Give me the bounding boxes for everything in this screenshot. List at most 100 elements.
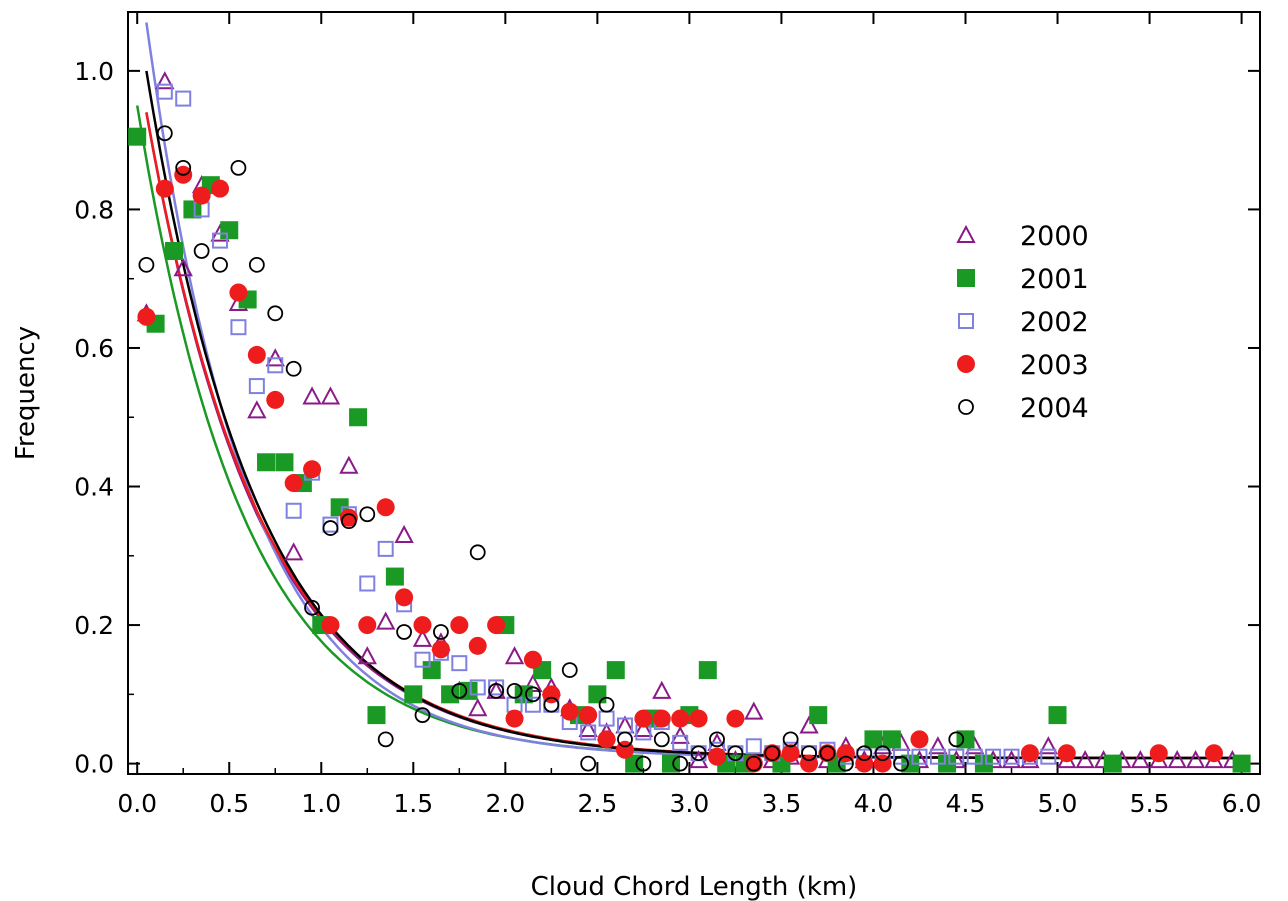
point-2004: [819, 745, 836, 762]
point-2003: [505, 709, 524, 728]
fit-curve-2001: [135, 105, 1242, 760]
point-2003: [1020, 744, 1039, 763]
x-tick-label: 2.0: [485, 789, 525, 818]
point-2001: [404, 685, 423, 704]
point-2004: [433, 624, 449, 640]
point-2000: [155, 71, 175, 90]
point-2001: [1048, 706, 1067, 725]
legend-marker-2003: [957, 355, 975, 373]
legend-label-2004: 2004: [1020, 393, 1089, 424]
point-2002: [248, 378, 265, 395]
fit-curve-2003: [145, 112, 1240, 760]
x-tick-label: 5.5: [1130, 789, 1170, 818]
x-tick-label: 0.5: [209, 789, 249, 818]
point-2004: [525, 686, 541, 703]
data-points: [128, 71, 1251, 773]
legend-marker-2004: [958, 399, 974, 415]
point-2004: [451, 682, 468, 699]
point-2001: [220, 221, 239, 240]
legend-label-2003: 2003: [1020, 350, 1089, 381]
point-2004: [156, 125, 173, 142]
point-2000: [578, 718, 598, 737]
x-tick-label: 1.0: [301, 789, 341, 818]
point-2000: [376, 611, 396, 630]
x-tick-label: 4.0: [854, 789, 894, 818]
point-2002: [285, 502, 302, 519]
point-2004: [248, 256, 265, 273]
point-2002: [929, 748, 946, 765]
point-2004: [340, 513, 357, 530]
point-2003: [468, 636, 487, 655]
point-2004: [893, 755, 909, 772]
y-tick-label: 1.0: [74, 57, 114, 86]
point-2002: [230, 319, 247, 336]
point-2004: [506, 682, 523, 699]
point-2001: [938, 754, 957, 773]
legend-marker-2001: [957, 269, 975, 287]
legend: 2000 2001 2002 2003 2004: [956, 221, 1089, 424]
point-2002: [1003, 748, 1020, 765]
point-2001: [1103, 754, 1122, 773]
point-2004: [598, 696, 615, 713]
point-2003: [634, 709, 653, 728]
point-2001: [1232, 754, 1251, 773]
point-2003: [376, 498, 395, 517]
y-tick-label: 0.8: [74, 195, 114, 224]
point-2002: [175, 90, 192, 107]
point-2001: [183, 200, 202, 219]
point-2000: [1167, 750, 1187, 769]
point-2000: [1001, 750, 1022, 769]
point-2001: [698, 661, 717, 680]
point-2002: [985, 748, 1002, 765]
point-2001: [128, 127, 147, 146]
point-2000: [928, 736, 948, 755]
point-2003: [321, 616, 340, 635]
point-2004: [635, 755, 652, 772]
point-2003: [726, 709, 745, 728]
point-2004: [285, 360, 302, 377]
point-2000: [357, 646, 377, 665]
point-2000: [412, 628, 433, 647]
y-tick-label: 0.4: [74, 473, 114, 502]
point-2004: [801, 745, 817, 762]
point-2001: [588, 685, 607, 704]
point-2004: [230, 159, 247, 176]
point-2004: [469, 544, 486, 561]
point-2004: [874, 745, 891, 762]
point-2001: [165, 241, 184, 260]
legend-label-2001: 2001: [1020, 264, 1089, 295]
point-2001: [367, 706, 386, 725]
point-2000: [1130, 750, 1151, 769]
point-2004: [745, 755, 762, 772]
point-2000: [339, 455, 359, 474]
point-2004: [396, 624, 412, 640]
y-tick-label: 0.2: [74, 611, 114, 640]
point-2000: [247, 400, 267, 419]
point-2004: [414, 707, 431, 724]
legend-label-2000: 2000: [1020, 221, 1089, 252]
fit-curve-2000: [145, 112, 1240, 760]
point-2000: [523, 673, 543, 692]
point-2003: [137, 307, 156, 326]
point-2004: [672, 755, 689, 772]
point-2001: [974, 754, 993, 773]
point-2000: [633, 718, 654, 737]
point-2001: [349, 408, 368, 427]
point-2004: [727, 745, 744, 762]
x-tick-label: 2.5: [577, 789, 617, 818]
point-2003: [358, 616, 377, 635]
point-2000: [615, 715, 635, 734]
point-2003: [211, 179, 230, 198]
point-2001: [809, 706, 828, 725]
point-2001: [882, 730, 901, 749]
point-2004: [690, 745, 707, 762]
point-2003: [266, 390, 285, 409]
point-2003: [229, 283, 248, 302]
point-2002: [267, 357, 284, 374]
point-2004: [359, 506, 376, 523]
point-2003: [395, 588, 414, 607]
legend-marker-2000: [956, 224, 976, 243]
point-2003: [155, 179, 174, 198]
point-2000: [468, 698, 488, 717]
